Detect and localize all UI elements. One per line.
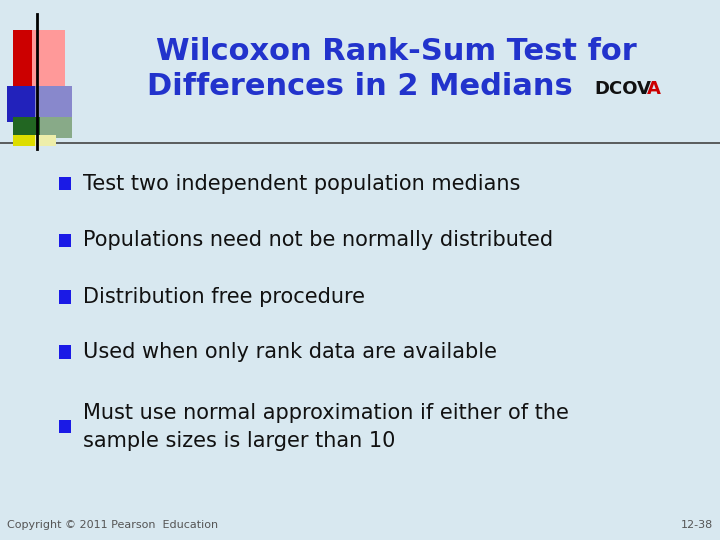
Text: Differences in 2 Medians: Differences in 2 Medians <box>147 72 573 101</box>
FancyBboxPatch shape <box>13 117 50 138</box>
FancyBboxPatch shape <box>13 30 45 92</box>
FancyBboxPatch shape <box>59 346 71 359</box>
Text: Wilcoxon Rank-Sum Test for: Wilcoxon Rank-Sum Test for <box>156 37 636 66</box>
FancyBboxPatch shape <box>59 291 71 303</box>
Text: 12-38: 12-38 <box>680 520 713 530</box>
Text: A: A <box>647 80 660 98</box>
FancyBboxPatch shape <box>35 86 72 122</box>
Text: Used when only rank data are available: Used when only rank data are available <box>83 342 497 362</box>
FancyBboxPatch shape <box>35 135 56 146</box>
FancyBboxPatch shape <box>59 233 71 247</box>
Text: Copyright © 2011 Pearson  Education: Copyright © 2011 Pearson Education <box>7 520 218 530</box>
Text: Must use normal approximation if either of the
sample sizes is larger than 10: Must use normal approximation if either … <box>83 403 569 450</box>
Text: Test two independent population medians: Test two independent population medians <box>83 173 520 194</box>
Text: Populations need not be normally distributed: Populations need not be normally distrib… <box>83 230 553 251</box>
FancyBboxPatch shape <box>7 86 45 122</box>
FancyBboxPatch shape <box>32 30 65 92</box>
FancyBboxPatch shape <box>59 177 71 190</box>
FancyBboxPatch shape <box>40 117 72 138</box>
FancyBboxPatch shape <box>13 135 35 146</box>
Text: Distribution free procedure: Distribution free procedure <box>83 287 365 307</box>
FancyBboxPatch shape <box>59 420 71 433</box>
Text: DCOV: DCOV <box>595 80 652 98</box>
